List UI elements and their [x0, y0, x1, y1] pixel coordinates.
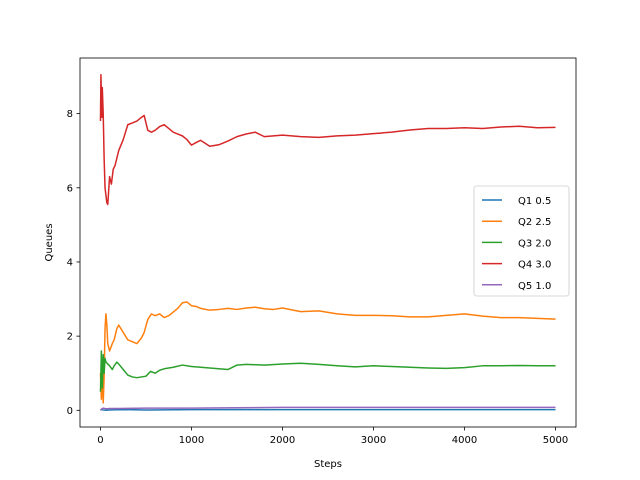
series-line-q2: [99, 301, 556, 404]
legend-label-q3: Q3 2.0: [518, 238, 551, 249]
x-tick-label: 4000: [452, 435, 477, 446]
x-tick-label: 0: [97, 435, 103, 446]
legend-label-q5: Q5 1.0: [518, 281, 551, 292]
series-line-q3: [99, 350, 556, 392]
x-tick-label: 2000: [270, 435, 295, 446]
y-tick-label: 2: [67, 332, 73, 343]
legend-box: [473, 185, 570, 297]
series-line-q1: [100, 408, 556, 412]
legend-label-q2: Q2 2.5: [518, 217, 551, 228]
x-tick-label: 5000: [543, 435, 568, 446]
x-tick-label: 3000: [361, 435, 386, 446]
x-axis-label: Steps: [314, 459, 342, 470]
x-tick-label: 1000: [179, 435, 204, 446]
y-axis-ticks: 0 2 4 6 8: [67, 109, 80, 417]
y-tick-label: 6: [67, 183, 73, 194]
legend-label-q4: Q4 3.0: [518, 260, 551, 271]
legend-label-q1: Q1 0.5: [518, 196, 551, 207]
series-layer: [99, 73, 556, 412]
series-line-q5: [99, 406, 556, 411]
y-tick-label: 4: [67, 257, 73, 268]
legend: Q1 0.5 Q2 2.5 Q3 2.0 Q4 3.0 Q5 1.0: [473, 185, 570, 297]
y-tick-label: 8: [67, 109, 73, 120]
series-line-q4: [99, 73, 556, 206]
x-axis-ticks: 0 1000 2000 3000 4000 5000: [97, 427, 568, 446]
y-tick-label: 0: [67, 406, 73, 417]
y-axis-label: Queues: [44, 223, 55, 261]
axes-frame: [79, 57, 577, 428]
